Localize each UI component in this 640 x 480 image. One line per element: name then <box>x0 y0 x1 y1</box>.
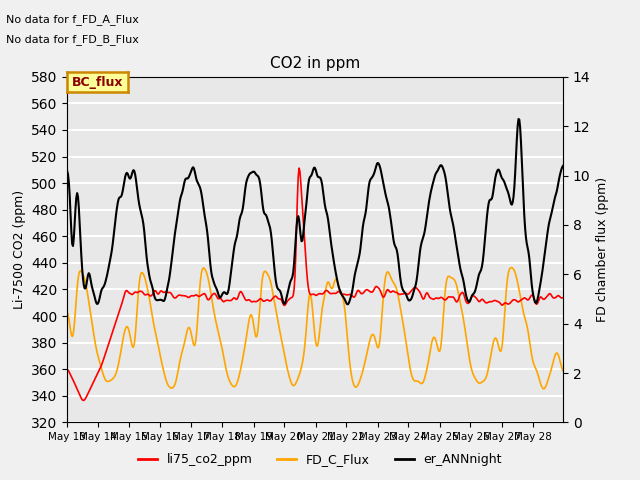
Legend: li75_co2_ppm, FD_C_Flux, er_ANNnight: li75_co2_ppm, FD_C_Flux, er_ANNnight <box>132 448 508 471</box>
Title: CO2 in ppm: CO2 in ppm <box>270 57 360 72</box>
Y-axis label: FD chamber flux (ppm): FD chamber flux (ppm) <box>596 177 609 322</box>
Y-axis label: Li-7500 CO2 (ppm): Li-7500 CO2 (ppm) <box>13 190 26 309</box>
Text: BC_flux: BC_flux <box>72 75 124 89</box>
Text: No data for f_FD_A_Flux: No data for f_FD_A_Flux <box>6 14 140 25</box>
Text: No data for f_FD_B_Flux: No data for f_FD_B_Flux <box>6 34 140 45</box>
